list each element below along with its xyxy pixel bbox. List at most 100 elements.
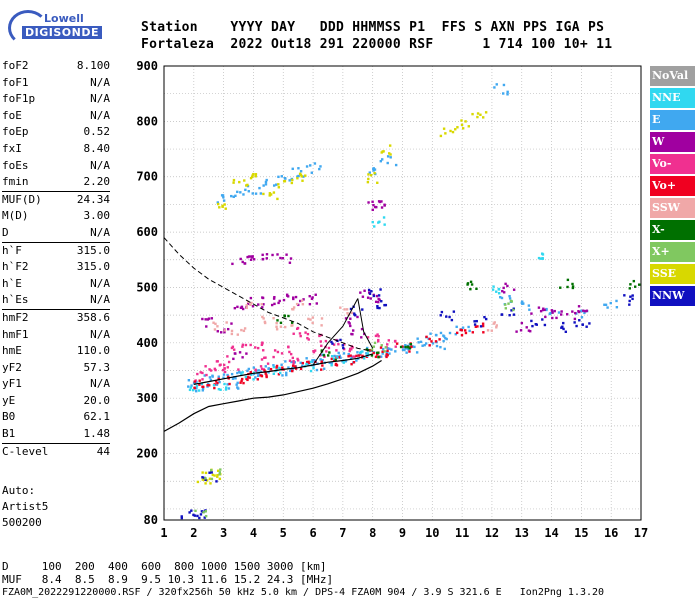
data-point	[234, 194, 237, 198]
auto-method: Artist5	[2, 500, 49, 513]
data-point	[313, 358, 316, 362]
data-point	[460, 329, 464, 332]
data-point	[384, 354, 388, 357]
data-point	[359, 351, 363, 354]
data-point	[341, 344, 344, 347]
data-point	[189, 386, 193, 389]
data-point	[290, 360, 293, 364]
data-point	[490, 329, 493, 332]
param-value: 315.0	[76, 260, 110, 274]
param-row: yE 20.0	[2, 393, 110, 410]
data-point	[347, 355, 350, 358]
data-point	[330, 364, 333, 367]
data-point	[296, 357, 299, 361]
data-point	[235, 383, 238, 386]
data-point	[330, 340, 333, 344]
legend-item: E	[650, 110, 695, 130]
data-point	[452, 310, 456, 313]
data-point	[631, 297, 634, 301]
data-point	[527, 329, 531, 332]
data-point	[583, 311, 586, 315]
data-point	[216, 473, 219, 477]
data-point	[214, 368, 217, 372]
data-point	[325, 350, 328, 353]
data-point	[378, 220, 381, 223]
data-point	[319, 165, 322, 168]
data-point	[211, 473, 215, 477]
data-point	[347, 353, 350, 356]
data-point	[230, 329, 234, 333]
param-value: 24.34	[76, 192, 110, 206]
data-point	[262, 349, 265, 352]
y-tick-label: 700	[136, 170, 158, 184]
data-point	[381, 347, 385, 351]
data-point	[236, 190, 239, 194]
data-point	[402, 345, 405, 349]
data-point	[277, 175, 280, 179]
data-point	[502, 92, 505, 95]
data-point	[637, 283, 641, 286]
data-point	[223, 331, 226, 334]
data-point	[268, 192, 272, 195]
legend-item: X+	[650, 242, 695, 262]
data-point	[276, 197, 279, 201]
data-point	[506, 90, 509, 94]
param-row: hmE 110.0	[2, 343, 110, 360]
data-point	[580, 316, 584, 319]
data-point	[566, 285, 569, 289]
data-point	[217, 375, 220, 378]
param-key: h`Es	[2, 293, 29, 307]
data-point	[226, 327, 230, 331]
legend-item: W	[650, 132, 695, 152]
data-point	[439, 331, 443, 335]
param-value: 62.1	[83, 410, 111, 424]
data-point	[205, 479, 209, 482]
data-point	[405, 351, 408, 354]
data-point	[283, 314, 286, 318]
data-point	[208, 376, 212, 379]
data-point	[530, 319, 533, 323]
data-point	[180, 515, 183, 518]
data-point	[439, 134, 443, 138]
data-point	[249, 176, 253, 180]
data-point	[219, 468, 222, 471]
data-point	[221, 204, 224, 208]
data-point	[190, 509, 193, 512]
data-point	[373, 341, 377, 345]
parameter-panel: foF2 8.100 foF1 N/A foF1p N/A foE N/A foEp 0.52 fx…	[2, 58, 110, 460]
data-point	[326, 354, 330, 357]
data-point	[322, 354, 326, 357]
data-point	[377, 335, 380, 338]
param-row: foEp 0.52	[2, 124, 110, 141]
data-point	[276, 253, 279, 256]
data-point	[218, 206, 221, 209]
y-tick-label: 600	[136, 225, 158, 239]
data-point	[369, 297, 372, 300]
data-point	[309, 369, 313, 373]
data-point	[366, 352, 370, 355]
data-point	[192, 381, 196, 385]
data-point	[379, 346, 383, 349]
data-point	[350, 362, 353, 366]
param-value: N/A	[90, 75, 110, 89]
data-point	[216, 469, 220, 472]
data-point	[632, 279, 636, 283]
data-point	[356, 351, 359, 354]
data-point	[444, 336, 447, 340]
data-point	[204, 318, 207, 321]
data-point	[539, 257, 543, 260]
data-point	[374, 300, 378, 304]
data-point	[204, 510, 208, 513]
data-point	[238, 180, 241, 184]
data-point	[493, 86, 496, 89]
data-point	[469, 280, 473, 284]
data-point	[539, 309, 543, 313]
data-point	[467, 325, 470, 329]
data-point	[224, 207, 227, 210]
x-tick-label: 1	[160, 526, 167, 540]
data-point	[443, 347, 446, 351]
data-point	[584, 310, 587, 313]
data-point	[288, 350, 291, 354]
data-point	[351, 329, 355, 332]
data-point	[508, 294, 511, 298]
